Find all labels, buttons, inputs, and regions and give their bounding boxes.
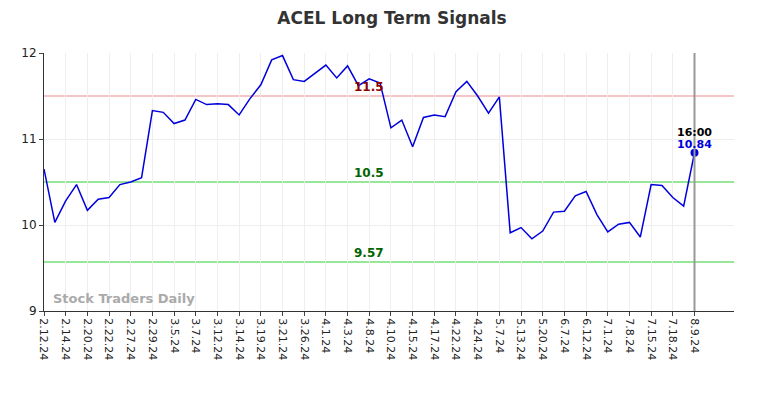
svg-text:4.22.24: 4.22.24 — [449, 318, 462, 360]
svg-text:11: 11 — [21, 132, 36, 146]
svg-text:2.29.24: 2.29.24 — [146, 318, 159, 360]
svg-text:6.7.24: 6.7.24 — [558, 318, 571, 353]
svg-text:ACEL Long Term Signals: ACEL Long Term Signals — [277, 8, 506, 28]
svg-text:3.19.24: 3.19.24 — [254, 318, 267, 360]
svg-text:4.17.24: 4.17.24 — [428, 318, 441, 360]
svg-text:2.14.24: 2.14.24 — [59, 318, 72, 360]
svg-text:10.84: 10.84 — [677, 138, 712, 151]
svg-text:2.20.24: 2.20.24 — [81, 318, 94, 360]
svg-text:3.21.24: 3.21.24 — [276, 318, 289, 360]
svg-text:8.9.24: 8.9.24 — [688, 318, 701, 353]
svg-text:3.12.24: 3.12.24 — [211, 318, 224, 360]
svg-text:6.12.24: 6.12.24 — [580, 318, 593, 360]
svg-text:4.24.24: 4.24.24 — [471, 318, 484, 360]
svg-text:12: 12 — [21, 46, 36, 60]
svg-text:9: 9 — [29, 304, 37, 318]
svg-text:2.12.24: 2.12.24 — [37, 318, 50, 360]
svg-text:4.1.24: 4.1.24 — [319, 318, 332, 353]
svg-text:9.57: 9.57 — [354, 246, 384, 260]
svg-text:4.8.24: 4.8.24 — [363, 318, 376, 353]
svg-text:3.7.24: 3.7.24 — [189, 318, 202, 353]
svg-text:7.1.24: 7.1.24 — [601, 318, 614, 353]
svg-text:4.3.24: 4.3.24 — [341, 318, 354, 353]
svg-text:3.26.24: 3.26.24 — [298, 318, 311, 360]
svg-text:2.22.24: 2.22.24 — [102, 318, 115, 360]
svg-text:4.10.24: 4.10.24 — [384, 318, 397, 360]
svg-text:7.18.24: 7.18.24 — [666, 318, 679, 360]
svg-text:7.15.24: 7.15.24 — [645, 318, 658, 360]
svg-text:10.5: 10.5 — [354, 166, 384, 180]
svg-text:5.13.24: 5.13.24 — [514, 318, 527, 360]
svg-text:7.8.24: 7.8.24 — [623, 318, 636, 353]
svg-text:4.15.24: 4.15.24 — [406, 318, 419, 360]
svg-text:16:00: 16:00 — [677, 126, 712, 139]
svg-text:3.14.24: 3.14.24 — [233, 318, 246, 360]
svg-text:5.20.24: 5.20.24 — [536, 318, 549, 360]
svg-text:Stock Traders Daily: Stock Traders Daily — [53, 291, 195, 306]
svg-text:5.7.24: 5.7.24 — [493, 318, 506, 353]
svg-text:10: 10 — [21, 218, 36, 232]
svg-text:11.5: 11.5 — [354, 80, 384, 94]
svg-text:2.27.24: 2.27.24 — [124, 318, 137, 360]
svg-text:3.5.24: 3.5.24 — [168, 318, 181, 353]
